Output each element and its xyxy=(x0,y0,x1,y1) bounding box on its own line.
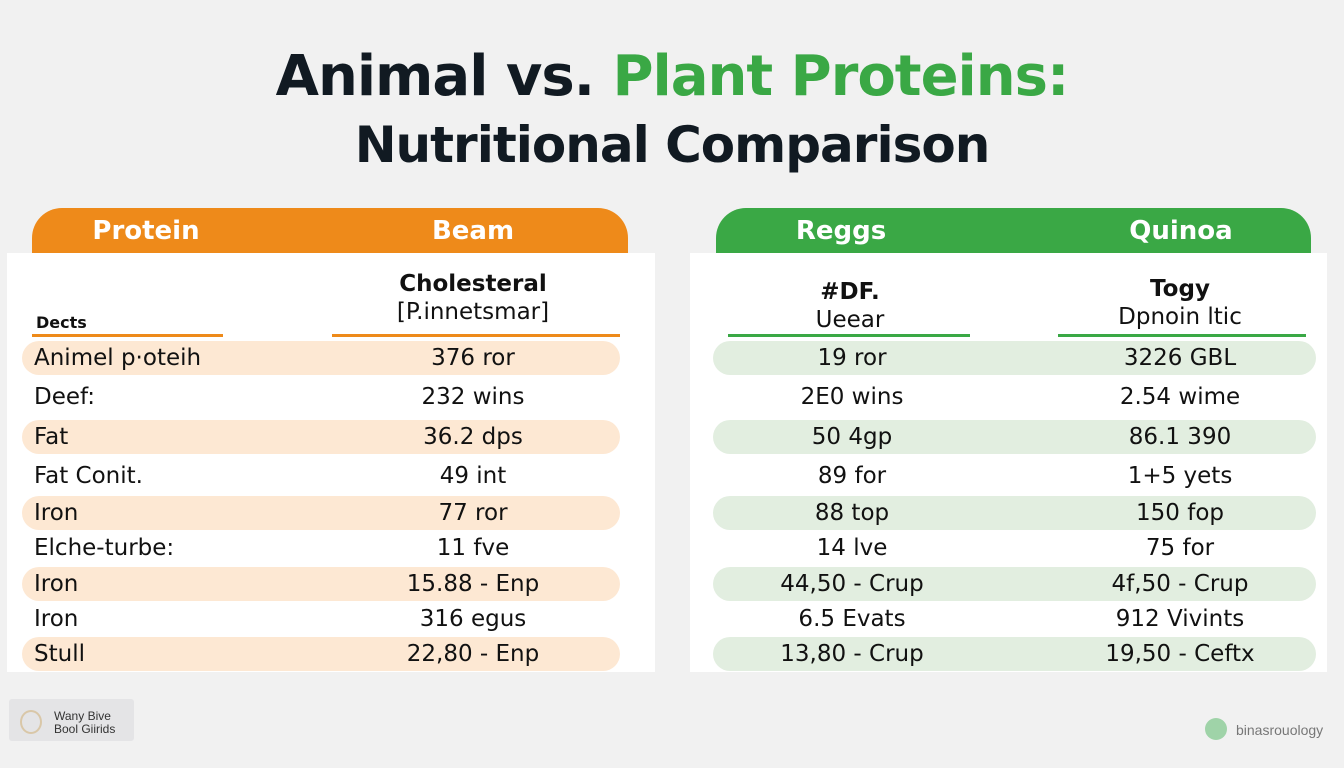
page-subtitle: Nutritional Comparison xyxy=(354,116,991,174)
row-highlight xyxy=(713,341,1316,375)
subheader-line1: Cholesteral xyxy=(399,271,547,297)
table-cell: 86.1 390 xyxy=(1128,424,1232,450)
table-cell: 2E0 wins xyxy=(800,384,904,410)
table-cell: 15.88 - Enp xyxy=(406,571,540,597)
table-cell: 4f,50 - Crup xyxy=(1111,571,1249,597)
logo-icon xyxy=(20,710,42,734)
table-cell: 14 lve xyxy=(816,535,888,561)
subheader-line1: #DF. xyxy=(820,279,880,305)
table-cell: 232 wins xyxy=(421,384,525,410)
subheader-cholesteral: Cholesteral [P.innetsmar] xyxy=(397,270,549,326)
row-highlight xyxy=(22,420,620,454)
table-cell: 75 for xyxy=(1145,535,1215,561)
footer-line2: Bool Giirids xyxy=(54,722,116,736)
header-beam: Beam xyxy=(431,216,515,246)
table-cell: 1+5 yets xyxy=(1127,463,1233,489)
row-highlight xyxy=(22,637,620,671)
table-cell: 6.5 Evats xyxy=(798,606,906,632)
subheader-line2: [P.innetsmar] xyxy=(396,299,550,325)
table-cell: 49 int xyxy=(439,463,507,489)
table-cell: 19 ror xyxy=(817,345,887,371)
table-cell: 316 egus xyxy=(419,606,527,632)
subheader-df: #DF. Ueear xyxy=(816,278,885,334)
row-highlight xyxy=(713,496,1316,530)
divider xyxy=(332,334,620,337)
table-cell: Iron xyxy=(34,571,79,597)
table-cell: 912 Vivints xyxy=(1115,606,1245,632)
table-cell: 44,50 - Crup xyxy=(780,571,924,597)
row-highlight xyxy=(713,637,1316,671)
row-highlight xyxy=(713,420,1316,454)
row-highlight xyxy=(22,496,620,530)
footer-text: Wany Bive Bool Giirids xyxy=(54,710,115,736)
table-cell: Iron xyxy=(34,606,79,632)
table-cell: 77 ror xyxy=(438,500,508,526)
row-highlight xyxy=(22,341,620,375)
footer-line1: Wany Bive xyxy=(54,709,111,723)
table-cell: 50 4gp xyxy=(811,424,893,450)
page-title: Animal vs. Plant Proteins: xyxy=(0,44,1344,109)
table-cell: 88 top xyxy=(814,500,890,526)
subheader-line2: Dpnoin ltic xyxy=(1118,304,1242,330)
table-cell: 2.54 wime xyxy=(1119,384,1241,410)
animal-table-panel xyxy=(7,253,655,672)
table-cell: 3226 GBL xyxy=(1123,345,1237,371)
table-cell: Deef: xyxy=(34,384,96,410)
divider xyxy=(728,334,970,337)
animal-table-header: Protein Beam xyxy=(32,208,628,254)
table-cell: 376 ror xyxy=(431,345,515,371)
plant-table-header: Reggs Quinoa xyxy=(716,208,1311,254)
table-cell: 19,50 - Ceftx xyxy=(1105,641,1255,667)
table-cell: Elche-turbe: xyxy=(34,535,175,561)
table-cell: 36.2 dps xyxy=(423,424,523,450)
brand-name: binasrouology xyxy=(1236,722,1324,738)
subheader-line1: Togy xyxy=(1150,276,1210,302)
row-highlight xyxy=(22,567,620,601)
subheader-dects: Dects xyxy=(36,313,87,332)
table-cell: Fat Conit. xyxy=(34,463,143,489)
header-protein: Protein xyxy=(92,216,200,246)
title-plant: Plant Proteins: xyxy=(612,44,1070,109)
header-quinoa: Quinoa xyxy=(1129,216,1233,246)
table-cell: 11 fve xyxy=(436,535,510,561)
table-cell: Stull xyxy=(34,641,85,667)
table-cell: 89 for xyxy=(817,463,887,489)
subheader-togy: Togy Dpnoin ltic xyxy=(1118,275,1242,331)
row-highlight xyxy=(713,567,1316,601)
title-animal: Animal vs. xyxy=(275,44,613,109)
table-cell: 13,80 - Crup xyxy=(780,641,924,667)
table-cell: 22,80 - Enp xyxy=(406,641,540,667)
header-reggs: Reggs xyxy=(795,216,887,246)
plant-table-panel xyxy=(690,253,1327,672)
table-cell: 150 fop xyxy=(1136,500,1224,526)
brand-logo-icon xyxy=(1205,718,1227,740)
subheader-line2: Ueear xyxy=(815,307,885,333)
divider xyxy=(1058,334,1306,337)
table-cell: Fat xyxy=(34,424,69,450)
table-cell: Animel p·oteih xyxy=(34,345,202,371)
table-cell: Iron xyxy=(34,500,79,526)
divider xyxy=(32,334,223,337)
